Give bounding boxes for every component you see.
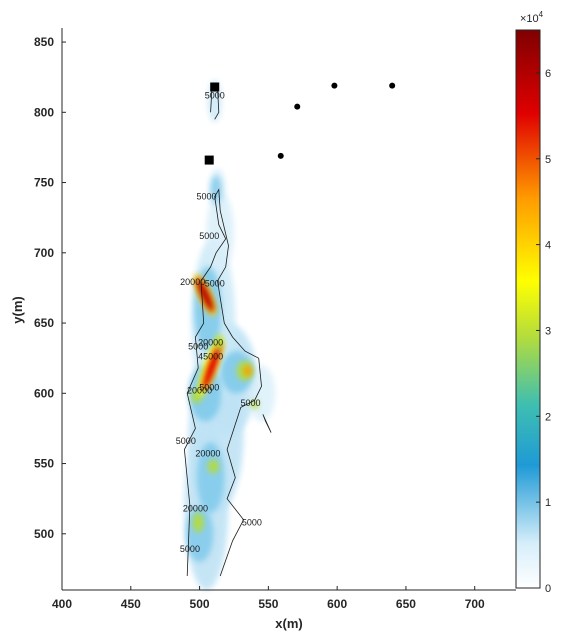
square-marker bbox=[204, 155, 214, 165]
markers bbox=[204, 82, 396, 165]
contour-label: 5000 bbox=[205, 90, 225, 100]
circle-marker bbox=[331, 82, 338, 89]
y-tick-label: 550 bbox=[34, 457, 54, 471]
colorbar-ticks: 0 1 2 3 4 5 6 bbox=[536, 68, 551, 595]
y-tick-label: 850 bbox=[34, 35, 54, 49]
contour-label: 5000 bbox=[188, 342, 208, 352]
x-tick-label: 400 bbox=[52, 597, 72, 611]
circle-marker bbox=[294, 103, 301, 110]
y-tick-label: 700 bbox=[34, 246, 54, 260]
x-tick-label: 550 bbox=[258, 597, 278, 611]
contour-label: 20000 bbox=[180, 277, 205, 287]
x-tick-label: 700 bbox=[465, 597, 485, 611]
contour-label: 20000 bbox=[187, 385, 212, 395]
contour-label: 5000 bbox=[180, 544, 200, 554]
x-tick-label: 450 bbox=[121, 597, 141, 611]
concentration-field bbox=[184, 79, 276, 590]
contour-label: 20000 bbox=[195, 449, 220, 459]
y-tick-label: 600 bbox=[34, 386, 54, 400]
contour-label: 5000 bbox=[205, 279, 225, 289]
colorbar-tick-label: 4 bbox=[545, 240, 551, 252]
colorbar-tick-label: 3 bbox=[545, 325, 551, 337]
contour-label: 5000 bbox=[176, 436, 196, 446]
square-marker bbox=[210, 82, 220, 92]
circle-marker bbox=[277, 152, 284, 159]
contour-label: 20000 bbox=[183, 503, 208, 513]
colorbar-exponent-power: 4 bbox=[539, 10, 544, 19]
colorbar-exponent: ×104 bbox=[520, 10, 544, 25]
contour-label: 5000 bbox=[196, 191, 216, 201]
colorbar-exponent-base: ×10 bbox=[520, 13, 539, 25]
y-ticks: 500 550 600 650 700 750 800 850 bbox=[34, 35, 66, 541]
x-tick-label: 500 bbox=[190, 597, 210, 611]
colorbar bbox=[515, 29, 541, 589]
contour-label: 5000 bbox=[242, 517, 262, 527]
circle-marker bbox=[389, 82, 396, 89]
y-tick-label: 650 bbox=[34, 316, 54, 330]
y-tick-label: 750 bbox=[34, 176, 54, 190]
colorbar-tick-label: 0 bbox=[545, 583, 551, 595]
x-ticks: 400 450 500 550 600 650 700 bbox=[52, 586, 485, 611]
contour-label: 5000 bbox=[240, 398, 260, 408]
contour-label: 45000 bbox=[198, 352, 223, 362]
y-axis-label: y(m) bbox=[10, 296, 25, 323]
y-tick-label: 800 bbox=[34, 105, 54, 119]
colorbar-tick-label: 5 bbox=[545, 154, 551, 166]
contour-label: 5000 bbox=[199, 231, 219, 241]
colorbar-tick-label: 2 bbox=[545, 411, 551, 423]
contour-label: 20000 bbox=[198, 338, 223, 348]
contour-label: 5000 bbox=[199, 382, 219, 392]
y-tick-label: 500 bbox=[34, 527, 54, 541]
colorbar-tick-label: 6 bbox=[545, 68, 551, 80]
x-tick-label: 650 bbox=[396, 597, 416, 611]
x-axis-label: x(m) bbox=[275, 616, 302, 631]
x-tick-label: 600 bbox=[327, 597, 347, 611]
colorbar-tick-label: 1 bbox=[545, 497, 551, 509]
